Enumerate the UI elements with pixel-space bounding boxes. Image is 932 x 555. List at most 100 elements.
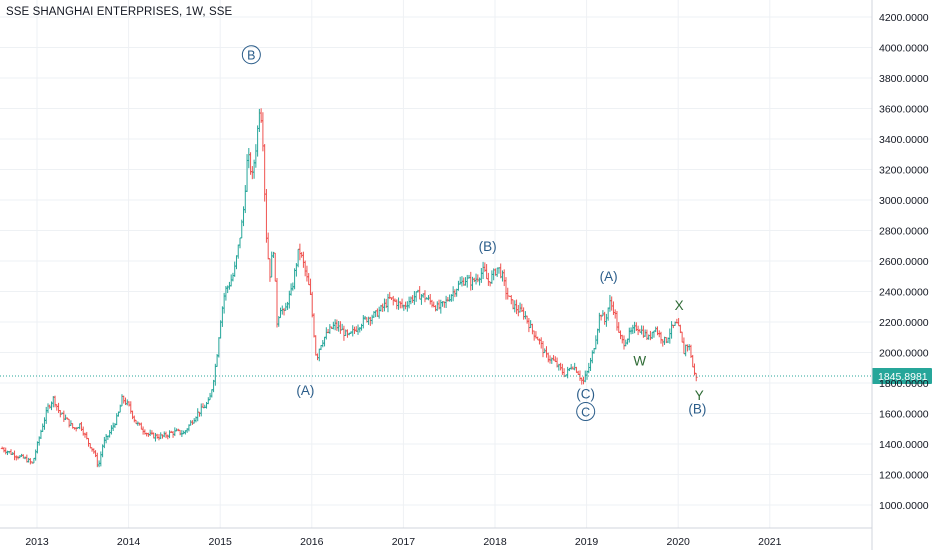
price-bar bbox=[506, 287, 510, 300]
price-bar bbox=[615, 310, 619, 331]
price-bar bbox=[243, 185, 247, 214]
price-bar bbox=[46, 403, 50, 414]
price-bar bbox=[545, 346, 548, 358]
price-bar bbox=[317, 348, 321, 362]
price-bar bbox=[465, 274, 469, 288]
wave-label-circle bbox=[576, 402, 596, 422]
price-bar bbox=[28, 458, 32, 465]
x-tick-label: 2017 bbox=[392, 536, 416, 548]
price-bar bbox=[328, 324, 332, 334]
price-bar bbox=[686, 344, 689, 352]
wave-label: C bbox=[576, 402, 596, 422]
price-bar bbox=[201, 403, 205, 409]
price-bar bbox=[472, 277, 476, 283]
y-tick-label: 2000.0000 bbox=[879, 348, 929, 360]
wave-label: B bbox=[241, 45, 261, 65]
price-bar bbox=[374, 310, 378, 318]
price-bar bbox=[289, 283, 293, 296]
price-bar bbox=[404, 301, 407, 310]
price-bar bbox=[286, 301, 289, 310]
price-bar bbox=[44, 406, 48, 424]
price-bar bbox=[55, 404, 59, 411]
price-bar bbox=[111, 422, 115, 431]
wave-label-text: C bbox=[581, 406, 590, 420]
price-bar bbox=[166, 434, 170, 440]
wave-label-text: (B) bbox=[688, 402, 706, 417]
price-bar bbox=[199, 403, 203, 417]
wave-label-text: B bbox=[247, 49, 255, 63]
price-bar bbox=[104, 433, 108, 444]
price-bar bbox=[108, 430, 112, 438]
price-bar bbox=[220, 306, 224, 327]
price-bar bbox=[414, 291, 418, 302]
price-bar bbox=[383, 298, 386, 312]
price-bar bbox=[573, 362, 577, 371]
price-bar bbox=[110, 425, 113, 435]
price-bar bbox=[608, 294, 612, 312]
price-bar bbox=[457, 280, 460, 291]
price-bar bbox=[518, 302, 522, 313]
price-bar bbox=[312, 313, 316, 338]
price-bar bbox=[539, 337, 543, 349]
y-tick-label: 3800.0000 bbox=[879, 73, 929, 85]
price-bar bbox=[504, 277, 508, 300]
price-bar bbox=[132, 415, 136, 423]
price-bar bbox=[154, 432, 157, 442]
price-bar bbox=[428, 294, 432, 305]
current-price-badge bbox=[872, 368, 932, 385]
price-bar bbox=[48, 404, 52, 409]
price-bar bbox=[458, 276, 462, 285]
price-bar bbox=[335, 319, 339, 331]
price-bar bbox=[99, 451, 103, 467]
price-bar bbox=[41, 423, 45, 432]
price-bar bbox=[43, 417, 46, 430]
price-bar bbox=[398, 301, 402, 309]
symbol-title: SSE SHANGHAI ENTERPRISES, 1W, SSE bbox=[6, 6, 233, 18]
price-bar bbox=[619, 330, 622, 340]
price-bar bbox=[360, 323, 363, 331]
price-bar bbox=[587, 362, 591, 374]
price-bar bbox=[238, 237, 242, 249]
price-bar bbox=[206, 397, 210, 405]
price-bar bbox=[293, 268, 297, 290]
price-bar bbox=[451, 286, 455, 302]
price-bar bbox=[386, 293, 390, 313]
price-bar bbox=[168, 430, 171, 439]
grid-layer bbox=[0, 0, 872, 528]
price-bar bbox=[279, 307, 282, 319]
price-bar bbox=[78, 423, 82, 430]
price-bar bbox=[566, 366, 570, 379]
price-bar bbox=[247, 148, 251, 169]
y-tick-label: 1600.0000 bbox=[879, 409, 929, 421]
price-bar bbox=[411, 295, 415, 303]
price-bar bbox=[435, 301, 439, 311]
y-tick-label: 3600.0000 bbox=[879, 104, 929, 116]
price-bar bbox=[4, 447, 8, 455]
price-bar bbox=[375, 308, 379, 317]
price-bar bbox=[53, 395, 57, 408]
wave-label-circle bbox=[241, 45, 261, 65]
price-bar bbox=[694, 372, 698, 382]
wave-label-text: (A) bbox=[600, 269, 618, 284]
price-bar bbox=[196, 408, 200, 422]
price-bar bbox=[603, 311, 607, 325]
price-bar bbox=[368, 316, 372, 326]
y-tick-label: 2200.0000 bbox=[879, 317, 929, 329]
price-bar bbox=[502, 269, 506, 287]
current-price-layer: 1845.8981 bbox=[0, 368, 932, 385]
price-bar bbox=[14, 455, 18, 461]
price-bar bbox=[684, 344, 688, 357]
y-tick-label: 3400.0000 bbox=[879, 134, 929, 146]
price-bar bbox=[213, 363, 217, 386]
price-bar bbox=[589, 357, 592, 371]
price-bar bbox=[691, 354, 695, 368]
price-bar bbox=[622, 335, 626, 350]
price-bar bbox=[617, 322, 621, 333]
wave-label: (A) bbox=[600, 269, 618, 284]
price-bar bbox=[268, 258, 272, 282]
price-bar bbox=[191, 420, 194, 425]
price-bar bbox=[212, 379, 215, 393]
price-bar bbox=[633, 321, 636, 334]
